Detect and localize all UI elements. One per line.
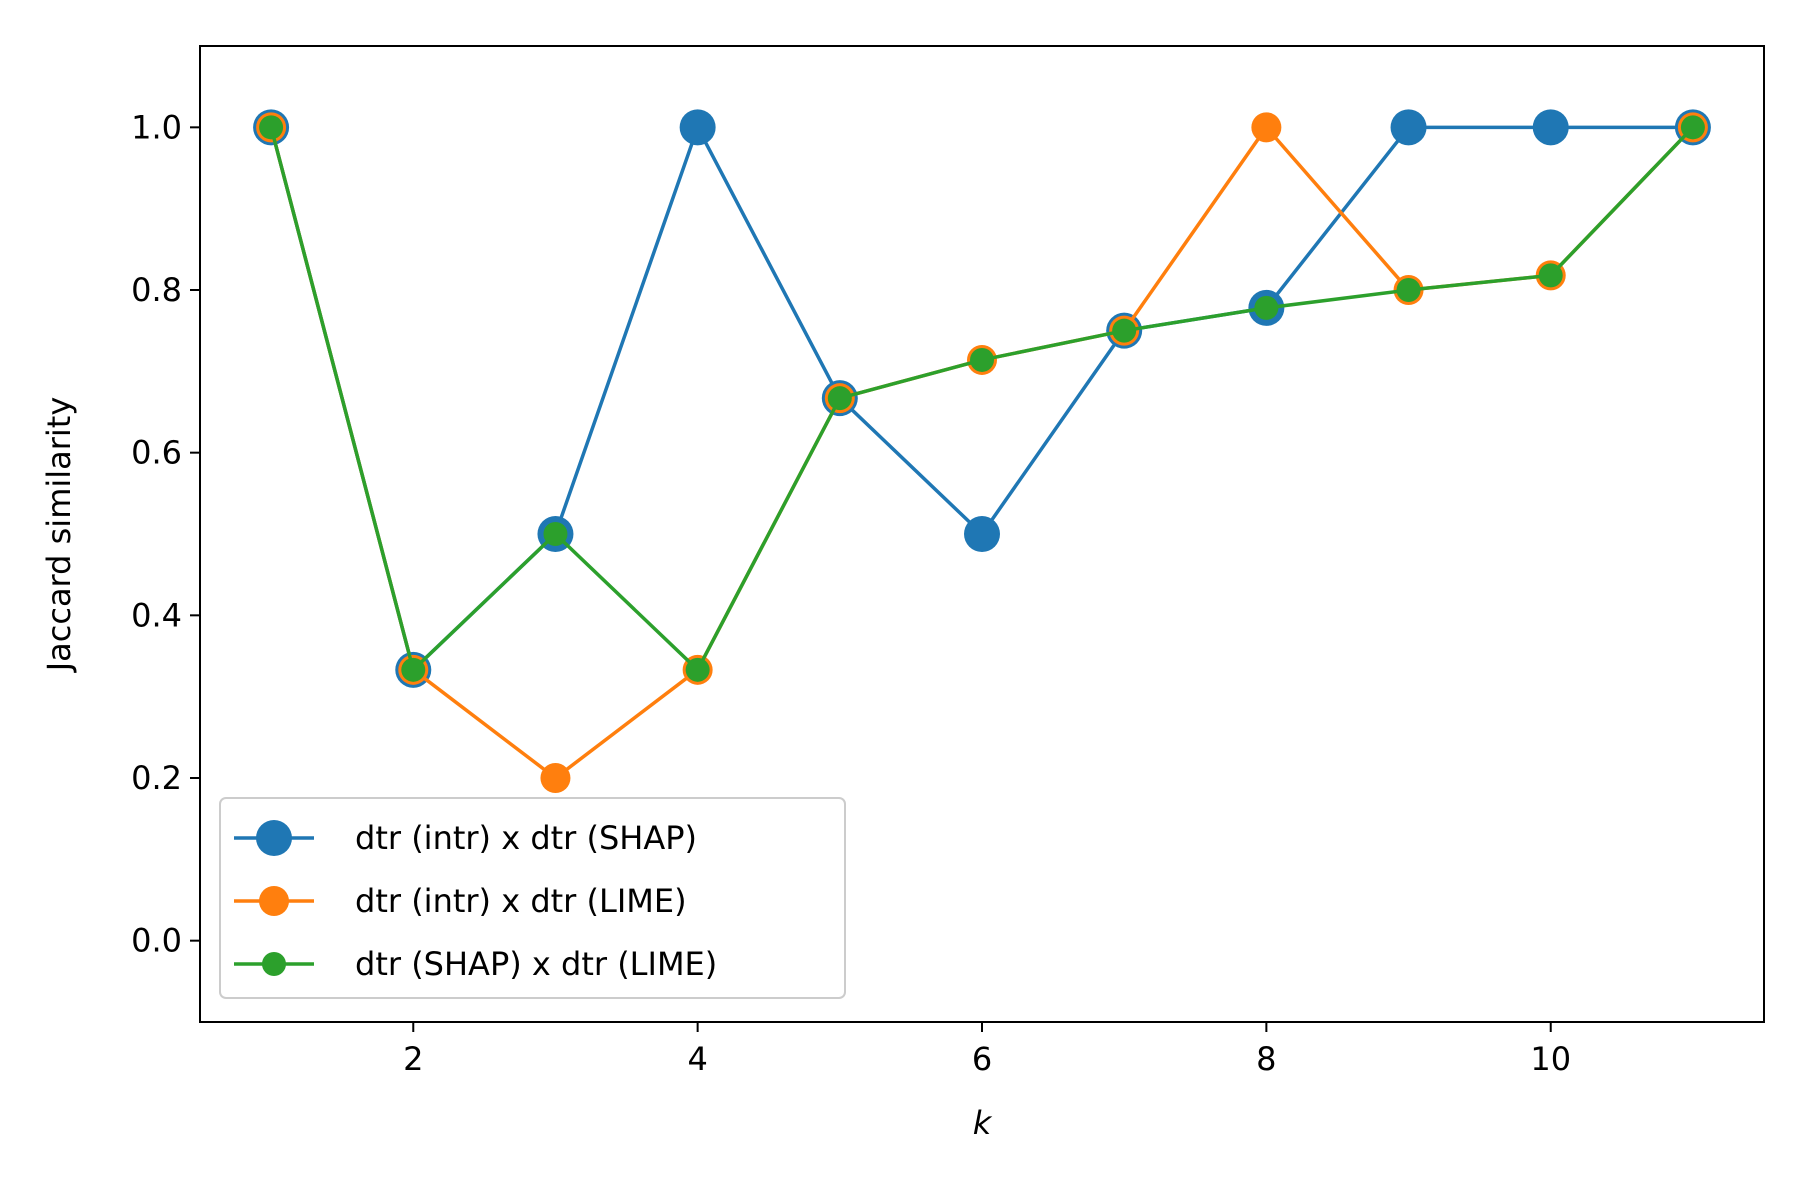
data-point <box>1254 295 1279 320</box>
data-point <box>1538 263 1563 288</box>
x-tick-label: 4 <box>687 1040 707 1078</box>
legend-marker <box>262 952 286 976</box>
data-point <box>1112 318 1137 343</box>
data-point <box>679 109 716 146</box>
series-3 <box>259 115 1705 682</box>
data-point <box>543 522 568 546</box>
data-point <box>964 516 1000 552</box>
data-point <box>1396 278 1421 302</box>
y-tick-label: 0.8 <box>131 271 182 309</box>
data-point <box>970 347 994 372</box>
y-tick-label: 0.0 <box>131 922 182 960</box>
x-tick-label: 10 <box>1530 1040 1571 1078</box>
legend-label: dtr (SHAP) x dtr (LIME) <box>355 945 717 983</box>
legend-item: dtr (intr) x dtr (LIME) <box>234 882 687 920</box>
x-tick-label: 8 <box>1256 1040 1276 1078</box>
data-point <box>1390 109 1427 146</box>
y-axis-title: Jaccard similarity <box>40 397 78 674</box>
x-tick-label: 2 <box>403 1040 423 1078</box>
series-line <box>269 126 1695 672</box>
y-tick-label: 0.2 <box>131 759 182 797</box>
legend-label: dtr (intr) x dtr (SHAP) <box>355 819 697 857</box>
data-point <box>1251 112 1282 143</box>
legend-label: dtr (intr) x dtr (LIME) <box>355 882 687 920</box>
ytick-group: 0.0 0.2 0.4 0.6 0.8 1.0 <box>131 108 200 960</box>
x-tick-label: 6 <box>972 1040 992 1078</box>
legend-item: dtr (intr) x dtr (SHAP) <box>234 819 697 857</box>
plot-frame <box>199 45 1765 1023</box>
series-line <box>269 125 1693 672</box>
data-point <box>827 386 852 411</box>
data-point <box>1532 109 1569 146</box>
x-axis-title: k <box>973 1104 993 1142</box>
y-tick-label: 1.0 <box>131 108 182 146</box>
data-point <box>685 657 710 682</box>
legend-marker <box>259 886 289 916</box>
legend-box <box>219 797 846 999</box>
series-2 <box>256 112 1708 793</box>
series-line <box>269 125 1695 780</box>
data-point <box>259 115 284 140</box>
data-point <box>401 657 426 682</box>
legend: dtr (intr) x dtr (SHAP) dtr (intr) x dtr … <box>219 797 846 999</box>
y-tick-label: 0.4 <box>131 596 182 634</box>
legend-item: dtr (SHAP) x dtr (LIME) <box>234 945 717 983</box>
xtick-group: 2 4 6 8 10 <box>403 1022 1571 1078</box>
data-point <box>540 763 571 793</box>
legend-marker <box>256 820 292 856</box>
data-point <box>1680 115 1705 140</box>
series-group <box>253 109 1711 793</box>
series-1 <box>253 109 1711 688</box>
y-tick-label: 0.6 <box>131 434 182 472</box>
